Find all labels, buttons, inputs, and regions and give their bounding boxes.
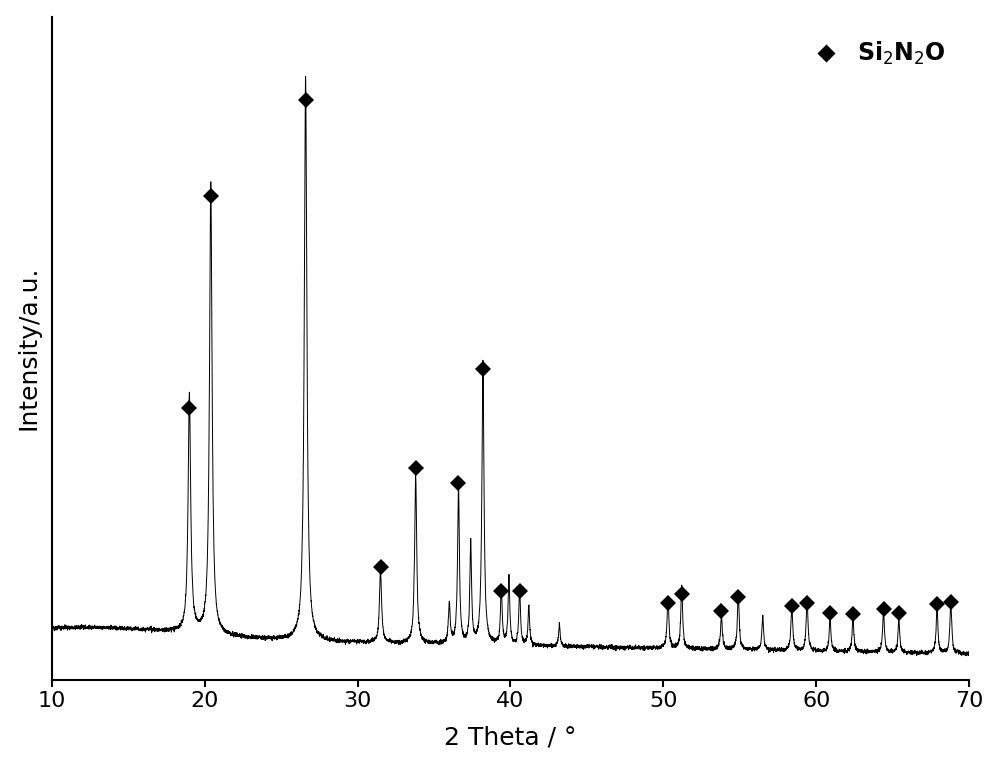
Legend: Si$_2$N$_2$O: Si$_2$N$_2$O [791,28,957,80]
X-axis label: 2 Theta / °: 2 Theta / ° [444,725,577,749]
Y-axis label: Intensity/a.u.: Intensity/a.u. [17,266,41,430]
